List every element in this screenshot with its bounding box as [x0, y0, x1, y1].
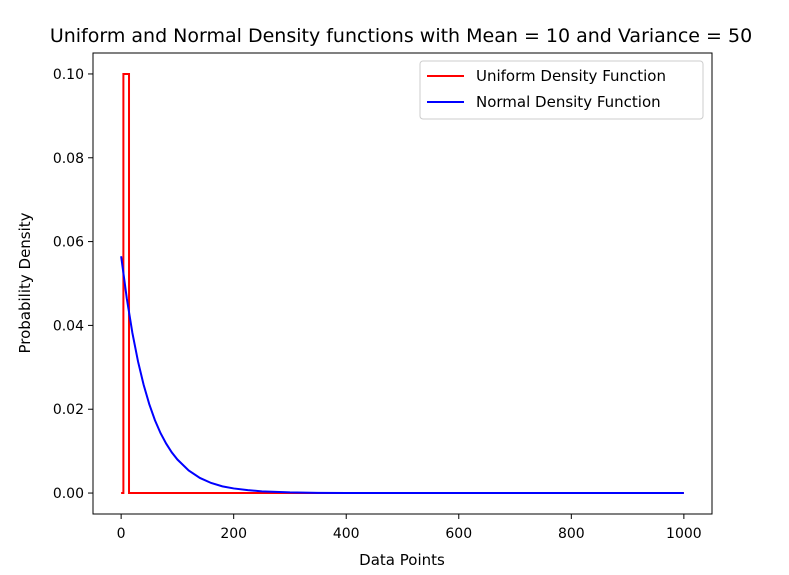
x-axis-label: Data Points — [359, 551, 445, 569]
y-tick-label: 0.10 — [53, 67, 84, 83]
series-line-1 — [120, 256, 684, 495]
y-tick-label: 0.00 — [53, 486, 84, 502]
x-tick-label: 400 — [333, 526, 360, 542]
legend-label-uniform: Uniform Density Function — [476, 67, 666, 85]
x-tick-label: 200 — [220, 526, 247, 542]
y-axis-label: Probability Density — [16, 212, 34, 353]
y-tick-label: 0.08 — [53, 151, 84, 167]
x-tick-label: 800 — [558, 526, 585, 542]
legend-label-normal: Normal Density Function — [476, 93, 661, 111]
x-tick-label: 600 — [445, 526, 472, 542]
y-tick-label: 0.02 — [53, 402, 84, 418]
y-tick-label: 0.04 — [53, 318, 84, 334]
chart-title: Uniform and Normal Density functions wit… — [50, 25, 752, 47]
series-line-0 — [121, 72, 684, 495]
legend: Uniform Density Function Normal Density … — [419, 60, 704, 120]
plot-frame — [92, 52, 713, 515]
y-tick-label: 0.06 — [53, 235, 84, 251]
legend-box — [419, 60, 704, 120]
x-tick-label: 1000 — [666, 526, 702, 542]
x-tick-label: 0 — [117, 526, 126, 542]
